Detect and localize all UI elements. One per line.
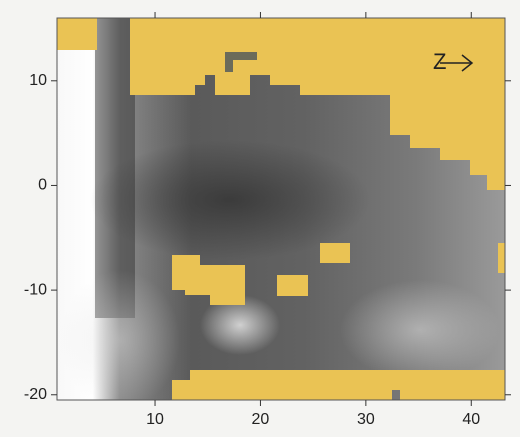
- mask: [57, 18, 97, 50]
- mask: [320, 243, 350, 263]
- highlight: [200, 295, 280, 355]
- y-tick-label: 0: [38, 177, 47, 194]
- arrow: [440, 54, 474, 72]
- mask: [277, 275, 308, 296]
- plot-frame: [56, 17, 506, 401]
- x-tick-label: 20: [252, 411, 270, 428]
- masked-regions: [57, 18, 505, 400]
- x-tick-label: 30: [357, 411, 375, 428]
- plot-area: [57, 18, 505, 400]
- mask: [172, 370, 505, 400]
- mask: [172, 255, 245, 305]
- highlight: [60, 270, 180, 400]
- mask: [498, 243, 505, 273]
- y-tick-label: 10: [29, 72, 47, 89]
- x-tick-label: 40: [462, 411, 480, 428]
- highlight: [340, 280, 500, 380]
- y-tick-label: -20: [24, 386, 47, 403]
- y-tick-label: -10: [24, 281, 47, 298]
- mask: [130, 18, 505, 190]
- mask: [233, 60, 257, 72]
- shade: [90, 140, 370, 260]
- x-tick-label: 10: [146, 411, 164, 428]
- annotation: Z: [433, 49, 446, 74]
